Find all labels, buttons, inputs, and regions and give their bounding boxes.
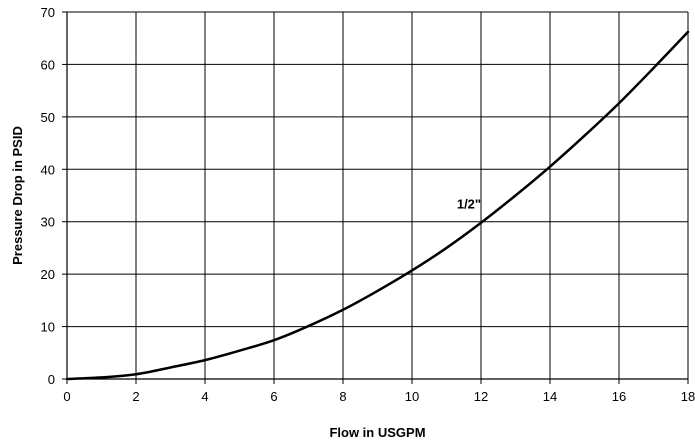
grid-lines — [67, 11, 689, 379]
x-tick-label: 14 — [543, 389, 557, 404]
y-tick-label: 20 — [41, 267, 55, 282]
x-tick-label: 8 — [339, 389, 346, 404]
y-tick-label: 60 — [41, 57, 55, 72]
y-tick-label: 30 — [41, 215, 55, 230]
x-tick-label: 2 — [132, 389, 139, 404]
series-annotation-label: 1/2" — [457, 197, 481, 212]
x-tick-label: 4 — [201, 389, 208, 404]
y-tick-label: 70 — [41, 5, 55, 20]
y-tick-label: 10 — [41, 320, 55, 335]
x-tick-label: 12 — [474, 389, 488, 404]
x-tick-label: 10 — [405, 389, 419, 404]
x-tick-label: 18 — [681, 389, 695, 404]
series-line — [65, 30, 690, 381]
x-tick-label: 16 — [612, 389, 626, 404]
y-tick-label: 40 — [41, 162, 55, 177]
x-tick-label: 6 — [270, 389, 277, 404]
x-tick-label: 0 — [63, 389, 70, 404]
axes — [62, 11, 689, 384]
series-layer — [65, 30, 690, 381]
y-tick-label: 50 — [41, 110, 55, 125]
labels: 0 2 4 6 8 10 12 14 16 18 0 10 20 30 40 50 60 70 1/2" Flow i… — [10, 5, 695, 440]
y-axis-title: Pressure Drop in PSID — [10, 126, 25, 265]
x-axis-title: Flow in USGPM — [329, 425, 425, 440]
y-tick-label: 0 — [48, 372, 55, 387]
